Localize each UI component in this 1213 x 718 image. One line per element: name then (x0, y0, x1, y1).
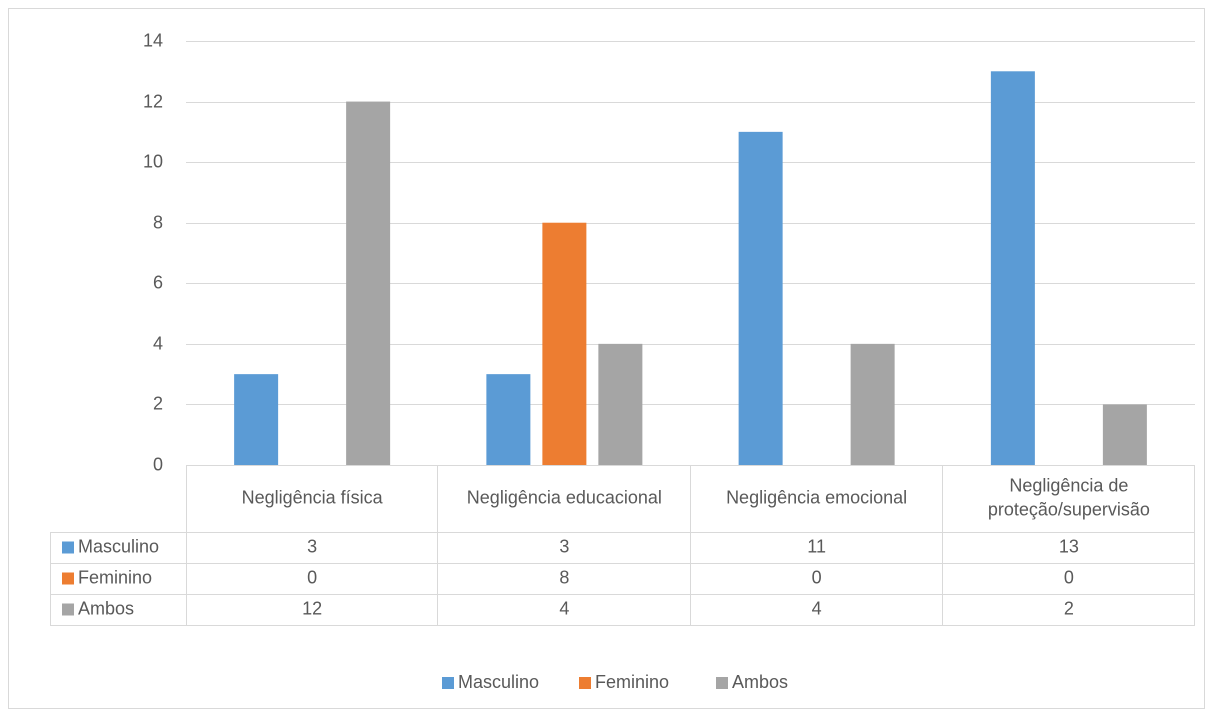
legend: Masculino Feminino Ambos (442, 672, 788, 692)
y-tick-label: 8 (153, 212, 163, 232)
table-value: 11 (807, 536, 826, 556)
category-label: Negligência educacional (467, 487, 662, 507)
category-label: Negligência física (242, 487, 384, 507)
table-series-name: Masculino (78, 536, 159, 556)
category-label: Negligência emocional (726, 487, 907, 507)
category-label: proteção/supervisão (988, 499, 1150, 519)
y-tick-label: 10 (143, 151, 163, 171)
legend-swatch-masculino (442, 677, 454, 689)
table-value: 0 (1064, 567, 1074, 587)
legend-swatch-feminino (579, 677, 591, 689)
table-value: 3 (307, 536, 317, 556)
y-tick-label: 6 (153, 272, 163, 292)
table-series-name: Ambos (78, 598, 134, 618)
table-value: 13 (1059, 536, 1079, 556)
bar-ambos (598, 343, 643, 465)
category-label: Negligência de (1009, 475, 1128, 495)
table-value: 8 (559, 567, 569, 587)
table-value: 2 (1064, 598, 1074, 618)
legend-label: Masculino (458, 672, 539, 692)
table-value: 0 (812, 567, 822, 587)
y-tick-label: 14 (143, 30, 163, 50)
legend-label: Feminino (595, 672, 669, 692)
table-value: 3 (559, 536, 569, 556)
bar-masculino (990, 71, 1035, 466)
bar-ambos (850, 343, 895, 465)
table-value: 4 (812, 598, 822, 618)
legend-key-feminino (62, 572, 74, 585)
bar-masculino (234, 374, 279, 465)
y-tick-label: 4 (153, 333, 163, 353)
y-tick-label: 12 (143, 91, 163, 111)
table-series-name: Feminino (78, 567, 152, 587)
y-tick-label: 0 (153, 454, 163, 474)
bar-ambos (1102, 404, 1147, 465)
bar-masculino (738, 131, 783, 465)
table-value: 12 (302, 598, 322, 618)
y-tick-label: 2 (153, 393, 163, 413)
bar-masculino (486, 374, 531, 465)
legend-key-ambos (62, 603, 74, 616)
bar-ambos (346, 101, 391, 466)
bar-feminino (542, 222, 587, 465)
y-axis: 0 2 4 6 8 10 12 14 (143, 30, 163, 474)
legend-swatch-ambos (716, 677, 728, 689)
table-value: 0 (307, 567, 317, 587)
table-value: 4 (559, 598, 569, 618)
data-table: Negligência física Negligência educaciona… (50, 465, 1195, 626)
legend-key-masculino (62, 541, 74, 554)
legend-label: Ambos (732, 672, 788, 692)
bars (234, 71, 1147, 466)
